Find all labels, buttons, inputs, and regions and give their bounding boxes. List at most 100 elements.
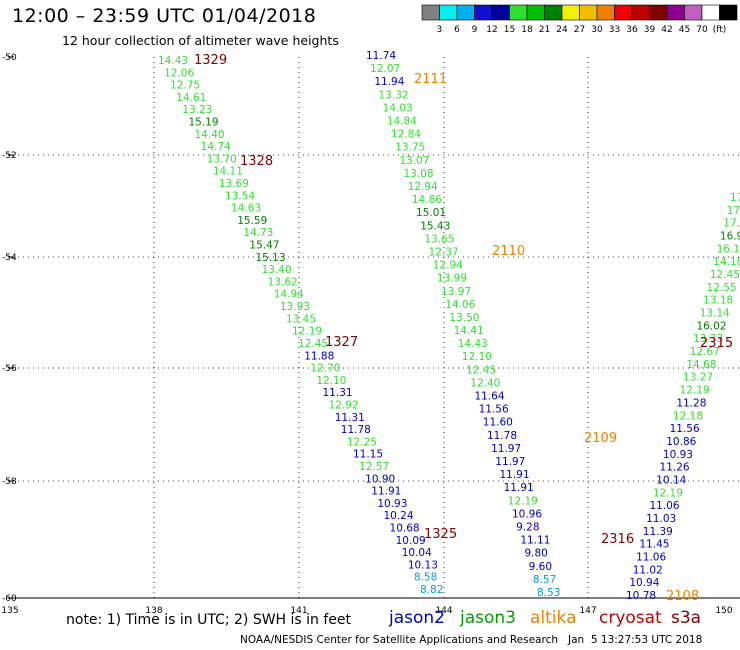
swh-value: 13.65 [424, 233, 454, 245]
footer-note: note: 1) Time is in UTC; 2) SWH is in fe… [66, 612, 352, 628]
y-tick-label: -52 [2, 151, 17, 161]
legend-swatch [561, 4, 580, 21]
swh-value: 11.11 [520, 535, 550, 547]
swh-value: 14.63 [231, 203, 261, 215]
legend-swatch [456, 4, 475, 21]
swh-value: 12.19 [508, 495, 538, 507]
swh-value: 11.78 [341, 424, 371, 436]
legend-label: 9 [472, 25, 478, 35]
track-id-label: 1327 [325, 335, 358, 350]
swh-value: 11.97 [491, 443, 521, 455]
lat-lon-grid [8, 57, 740, 599]
swh-value: 10.93 [377, 498, 407, 510]
swh-value: 10.86 [666, 436, 696, 448]
swh-value: 13.14 [700, 308, 730, 320]
swh-value: 13.08 [404, 168, 434, 180]
swh-value: 11.56 [670, 423, 700, 435]
swh-value: 11.94 [374, 76, 404, 88]
swh-value: 12.45 [466, 364, 496, 376]
swh-value: 14.74 [201, 141, 231, 153]
legend-label: 27 [574, 25, 585, 35]
swh-value: 10.09 [396, 535, 426, 547]
legend-label: 30 [591, 25, 603, 35]
mission-cryosat: cryosat [599, 608, 662, 628]
swh-value: 14.94 [274, 289, 304, 301]
swh-value: 14.41 [454, 325, 484, 337]
swh-value: 13.18 [703, 295, 733, 307]
legend-swatch [544, 4, 563, 21]
swh-value: 13.33 [693, 333, 723, 345]
swh-value: 12.92 [329, 399, 359, 411]
swh-value: 14.11 [213, 166, 243, 178]
swh-value: 11.60 [483, 417, 513, 429]
swh-value: 10.94 [629, 577, 659, 589]
swh-value: 13.23 [182, 104, 212, 116]
swh-value: 12.67 [690, 346, 720, 358]
legend-swatch [649, 4, 668, 21]
track-id-label: 2109 [584, 431, 617, 446]
x-tick-label: 147 [579, 606, 596, 616]
legend-label: 33 [609, 25, 620, 35]
track-id-label: 2110 [492, 244, 525, 259]
swh-value: 12.40 [470, 377, 500, 389]
swh-value: 14.40 [195, 129, 225, 141]
swh-value: 14.18 [713, 256, 740, 268]
swh-value: 8.82 [420, 584, 443, 596]
x-tick-label: 144 [435, 606, 452, 616]
color-legend: 3 6 9 12 15 18 21 24 27 30 33 36 39 42 45 70 (ft) [421, 4, 738, 35]
swh-value: 10.68 [390, 522, 420, 534]
mission-s3a: s3a [671, 608, 702, 628]
swh-value: 12.10 [462, 351, 492, 363]
swh-value: 12.19 [653, 487, 683, 499]
swh-value: 12.84 [391, 129, 421, 141]
track-id-label: 2316 [601, 532, 634, 547]
swh-value: 17.8 [723, 218, 740, 230]
legend-swatch [719, 4, 738, 21]
swh-value: 17. [727, 205, 740, 217]
swh-value: 13.75 [395, 142, 425, 154]
swh-value: 10.14 [656, 474, 686, 486]
legend-label: 36 [626, 25, 638, 35]
swh-value: 11.26 [660, 462, 690, 474]
swh-value: 16.98 [720, 231, 740, 243]
legend-label: 18 [521, 25, 533, 35]
y-tick-label: -56 [2, 364, 17, 374]
swh-value: 9.28 [516, 522, 539, 534]
swh-value: 12.94 [433, 260, 463, 272]
axis-ticks: -50 -52 -54 -56 -58 -60 135 138 141 144 147 150 [1, 53, 732, 616]
legend-swatch [421, 4, 440, 21]
swh-value: 12.55 [707, 282, 737, 294]
legend-label: 42 [661, 25, 672, 35]
swh-value: 11.31 [335, 412, 365, 424]
swh-value: 12.19 [680, 385, 710, 397]
swh-value: 13.97 [441, 286, 471, 298]
swh-value: 13.40 [262, 264, 292, 276]
swh-value: 12.57 [359, 461, 389, 473]
swh-value: 14.86 [412, 194, 442, 206]
swh-value: 15.59 [237, 215, 267, 227]
swh-value: 16.15 [717, 243, 740, 255]
swh-value: 14.03 [383, 102, 413, 114]
swh-value: 11.06 [636, 551, 666, 563]
swh-value: 10.93 [663, 449, 693, 461]
swh-value: 11.91 [371, 486, 401, 498]
swh-value: 12.45 [710, 269, 740, 281]
track-id-label: 2108 [666, 589, 699, 604]
legend-label: 70 [696, 25, 708, 35]
swh-value: 13.32 [379, 89, 409, 101]
swh-value: 11.03 [646, 513, 676, 525]
swh-value: 11.78 [487, 430, 517, 442]
legend-swatch [631, 4, 650, 21]
swh-value: 14.06 [445, 299, 475, 311]
swh-value: 11.74 [366, 50, 396, 62]
swh-value: 12.07 [370, 63, 400, 75]
swh-value: 12.70 [310, 363, 340, 375]
legend-swatch [579, 4, 598, 21]
swh-value: 11.56 [479, 404, 509, 416]
mission-jason3: jason3 [460, 608, 516, 628]
y-tick-label: -58 [2, 477, 17, 487]
swh-value: 12.45 [298, 338, 328, 350]
swh-value: 14.68 [686, 359, 716, 371]
y-tick-label: -54 [2, 253, 17, 263]
